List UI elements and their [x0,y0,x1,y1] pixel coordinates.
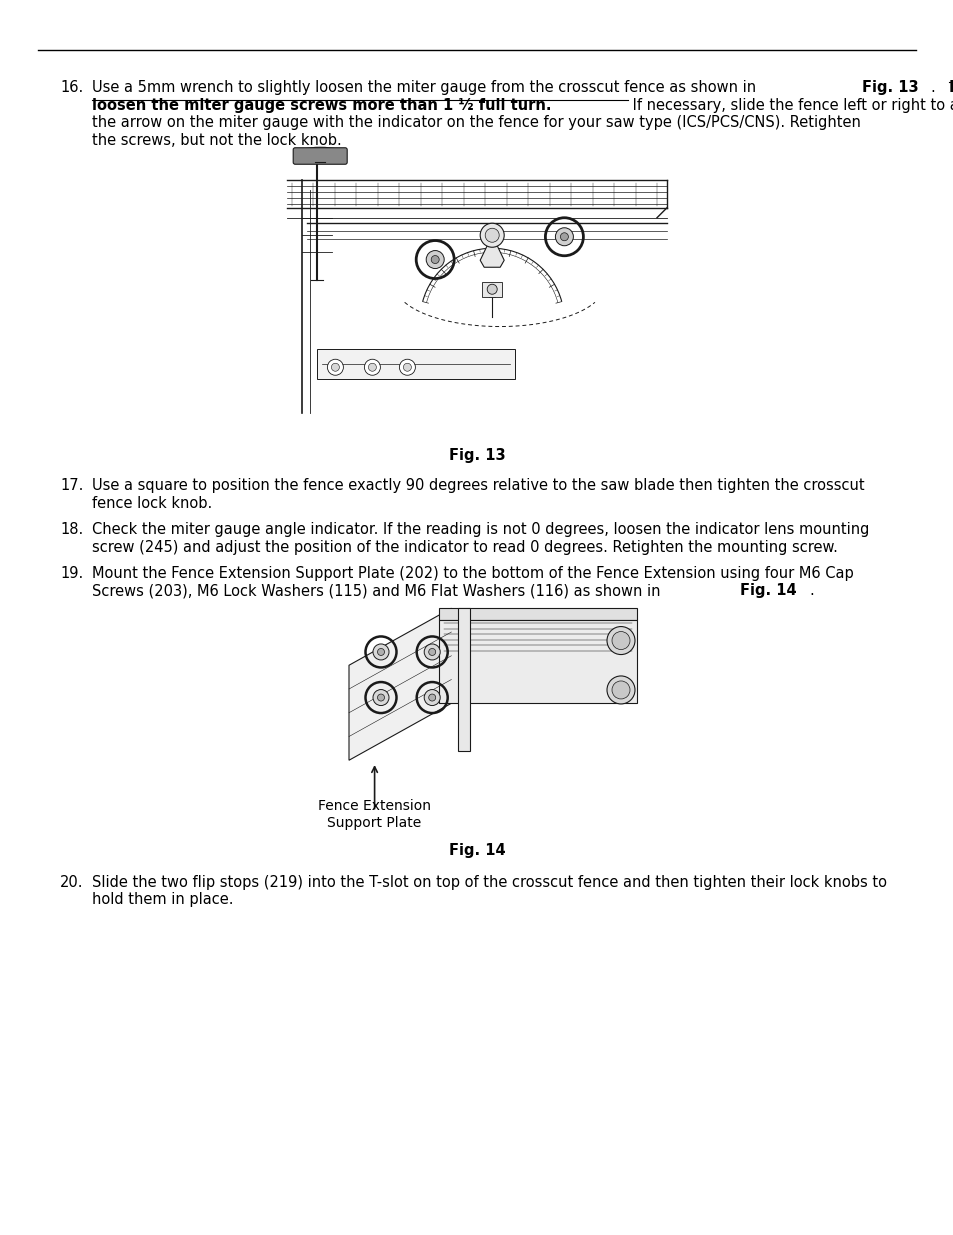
Text: If necessary, slide the fence left or right to align: If necessary, slide the fence left or ri… [627,98,953,112]
FancyBboxPatch shape [317,350,515,379]
Circle shape [377,694,384,701]
Circle shape [479,224,504,247]
Text: loosen the miter gauge screws more than 1 ½ full turn.: loosen the miter gauge screws more than … [91,98,551,112]
Text: .: . [930,80,940,95]
Circle shape [373,689,389,705]
Circle shape [368,363,376,372]
Text: Mount the Fence Extension Support Plate (202) to the bottom of the Fence Extensi: Mount the Fence Extension Support Plate … [91,566,853,580]
Ellipse shape [606,676,635,704]
Text: the screws, but not the lock knob.: the screws, but not the lock knob. [91,132,341,147]
Text: Fig. 13: Fig. 13 [862,80,918,95]
Text: Fig. 13: Fig. 13 [448,448,505,463]
Circle shape [364,359,380,375]
Text: .: . [808,583,813,598]
Text: Fence Extension: Fence Extension [317,799,431,813]
Polygon shape [457,609,469,751]
Text: 19.: 19. [60,566,83,580]
Circle shape [485,228,498,242]
Text: Fig. 14: Fig. 14 [739,583,796,598]
Circle shape [399,359,415,375]
Circle shape [428,648,436,656]
Circle shape [555,227,573,246]
Text: 18.: 18. [60,522,83,537]
Polygon shape [438,609,637,620]
Text: Use a 5mm wrench to slightly loosen the miter gauge from the crosscut fence as s: Use a 5mm wrench to slightly loosen the … [91,80,760,95]
Text: 16.: 16. [60,80,83,95]
Circle shape [424,689,439,705]
Circle shape [428,694,436,701]
Text: 20.: 20. [60,874,84,889]
Text: 17.: 17. [60,478,83,493]
Text: the arrow on the miter gauge with the indicator on the fence for your saw type (: the arrow on the miter gauge with the in… [91,115,860,130]
Ellipse shape [612,631,629,650]
Circle shape [331,363,339,372]
Text: Do not: Do not [948,80,953,95]
Circle shape [424,643,439,659]
FancyBboxPatch shape [481,283,501,298]
Circle shape [377,648,384,656]
Ellipse shape [294,147,345,162]
Text: Fig. 14: Fig. 14 [448,842,505,857]
Polygon shape [479,235,504,267]
FancyBboxPatch shape [293,148,347,164]
Text: Screws (203), M6 Lock Washers (115) and M6 Flat Washers (116) as shown in: Screws (203), M6 Lock Washers (115) and … [91,583,664,598]
Circle shape [373,643,389,659]
Text: hold them in place.: hold them in place. [91,892,233,906]
Text: fence lock knob.: fence lock knob. [91,495,212,511]
Circle shape [426,251,444,268]
Circle shape [559,232,568,241]
Text: Support Plate: Support Plate [327,816,421,830]
Circle shape [487,284,497,294]
Polygon shape [438,620,637,703]
Circle shape [403,363,411,372]
Polygon shape [349,609,451,761]
Text: screw (245) and adjust the position of the indicator to read 0 degrees. Retighte: screw (245) and adjust the position of t… [91,540,837,555]
Text: Check the miter gauge angle indicator. If the reading is not 0 degrees, loosen t: Check the miter gauge angle indicator. I… [91,522,868,537]
Text: Use a square to position the fence exactly 90 degrees relative to the saw blade : Use a square to position the fence exact… [91,478,863,493]
Ellipse shape [612,680,629,699]
Text: Slide the two flip stops (219) into the T-slot on top of the crosscut fence and : Slide the two flip stops (219) into the … [91,874,886,889]
Circle shape [327,359,343,375]
Circle shape [431,256,438,263]
Ellipse shape [606,626,635,655]
